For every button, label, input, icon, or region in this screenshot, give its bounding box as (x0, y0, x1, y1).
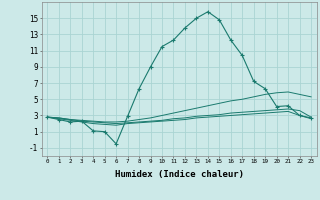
X-axis label: Humidex (Indice chaleur): Humidex (Indice chaleur) (115, 170, 244, 179)
